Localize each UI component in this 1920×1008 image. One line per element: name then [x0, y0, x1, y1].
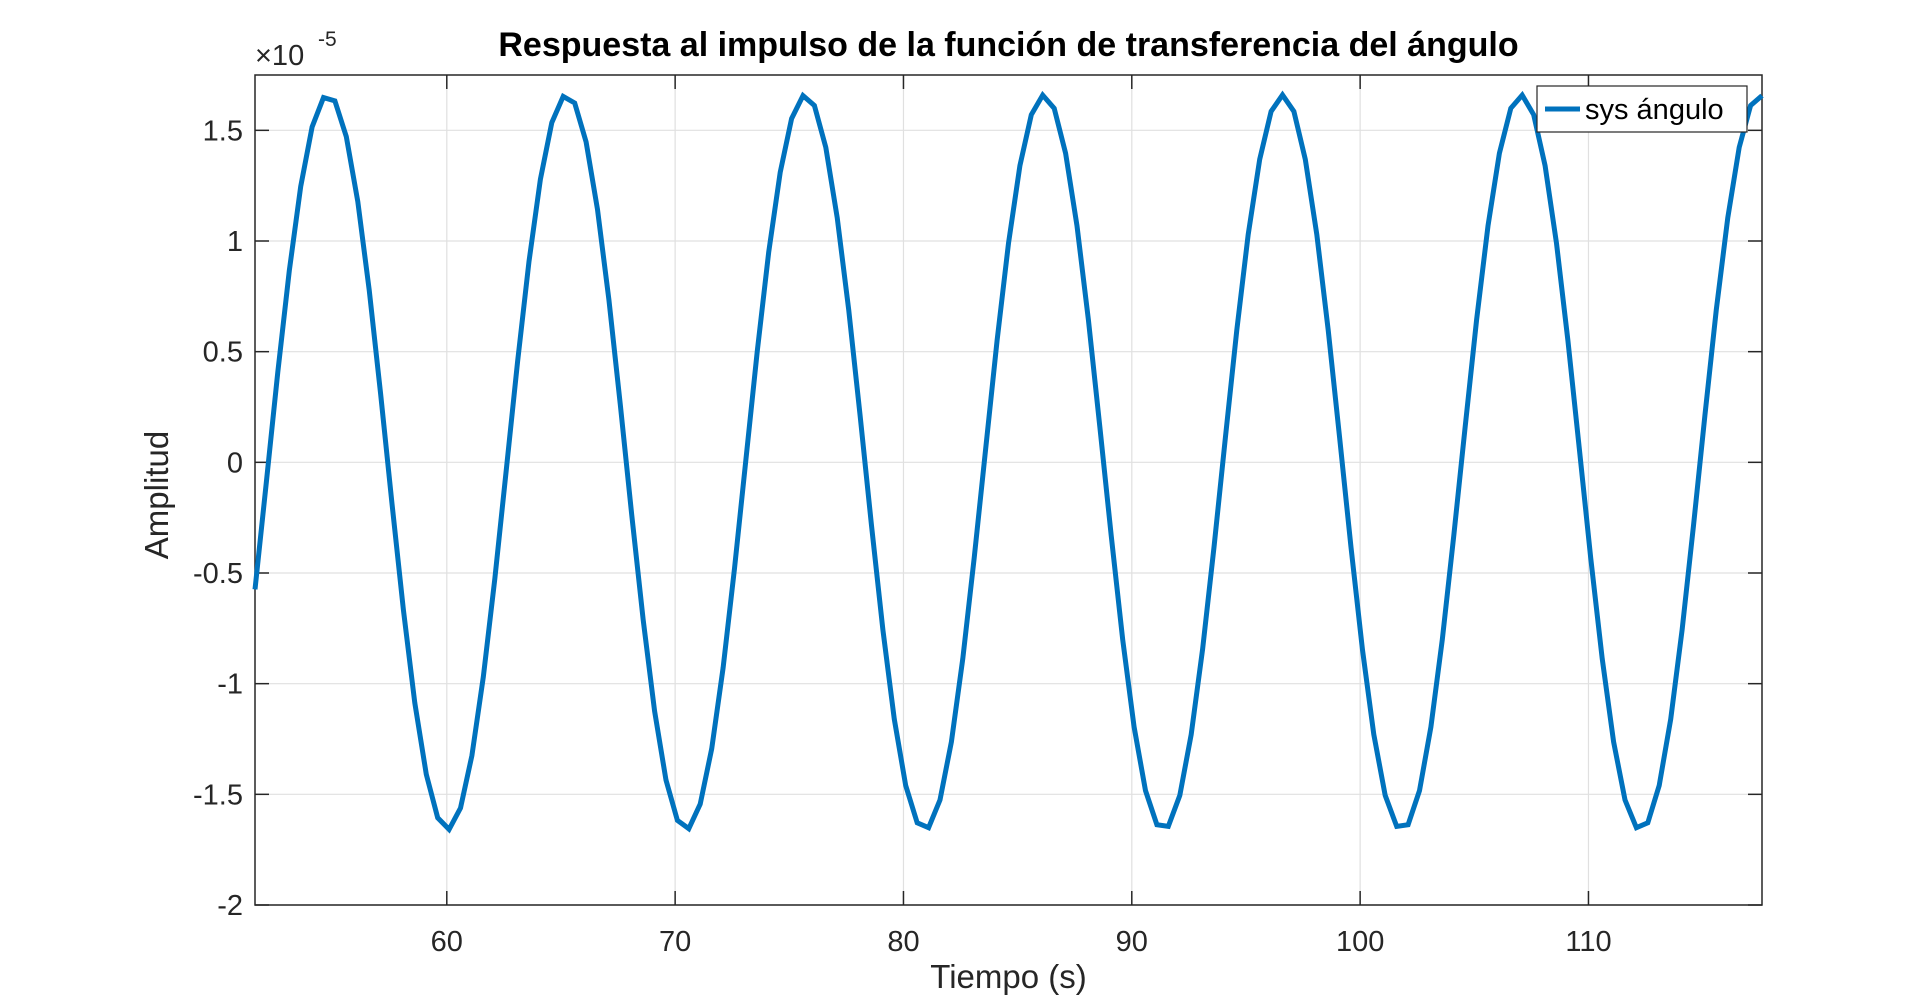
y-tick-label: -1	[217, 669, 243, 701]
y-tick-label: 0	[227, 447, 243, 479]
y-tick-label: 1	[227, 226, 243, 258]
y-tick-label: -2	[217, 890, 243, 922]
series-line-sys-angulo	[252, 90, 1764, 834]
x-tick-label: 90	[1116, 926, 1148, 958]
x-tick-label: 100	[1336, 926, 1384, 958]
x-tick-label: 70	[659, 926, 691, 958]
y-tick-label: -1.5	[193, 779, 243, 811]
y-exponent-power: -5	[318, 28, 337, 51]
axes-box	[254, 74, 1763, 906]
series-layer	[252, 90, 1764, 834]
y-tick-label: 0.5	[203, 337, 243, 369]
x-axis-label: Tiempo (s)	[930, 958, 1086, 995]
x-tick-label: 110	[1565, 926, 1611, 958]
x-tick-label: 60	[431, 926, 463, 958]
y-exponent-base: ×10	[255, 40, 304, 72]
y-exponent-label: ×10 -5	[255, 28, 337, 72]
y-axis-label: Amplitud	[138, 431, 175, 559]
legend-entry-sys-angulo: sys ángulo	[1585, 94, 1724, 126]
x-tick-label: 80	[887, 926, 919, 958]
y-tick-label: 1.5	[203, 115, 243, 147]
y-tick-label: -0.5	[193, 558, 243, 590]
ticks: 60 70 80 90 100 110 1.5 1 0.5 0 -0.5 -1 -1.5 -2	[193, 75, 1762, 958]
legend: sys ángulo	[1536, 85, 1748, 133]
chart-title: Respuesta al impulso de la función de tr…	[498, 26, 1518, 64]
